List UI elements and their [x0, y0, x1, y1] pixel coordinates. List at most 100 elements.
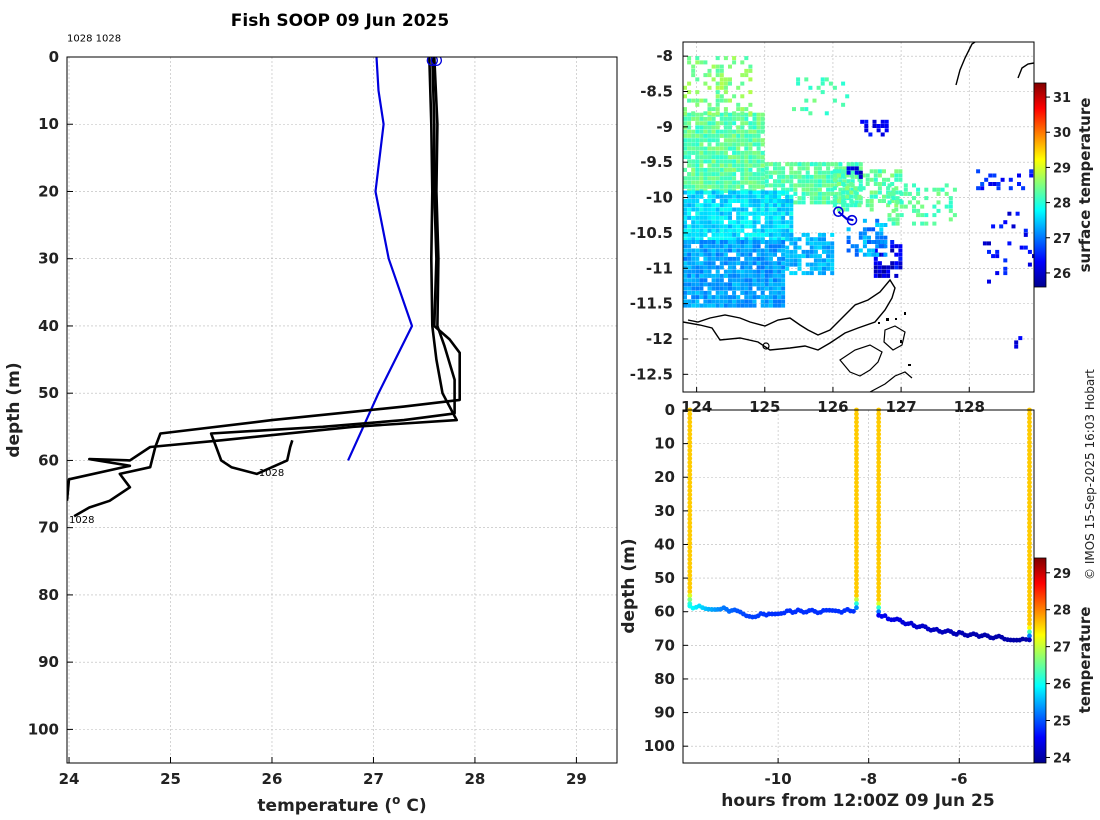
sst-cell: [756, 265, 761, 270]
sst-cell: [703, 73, 708, 78]
section-point: [876, 540, 882, 546]
sst-cell: [732, 282, 737, 287]
sst-cell: [824, 111, 829, 116]
sst-cell: [773, 203, 777, 208]
sst-cell: [891, 196, 896, 201]
sst-cell: [882, 177, 886, 182]
sst-cell: [875, 240, 880, 244]
sst-cell: [832, 177, 837, 182]
sst-cell: [687, 159, 692, 164]
sst-cell: [744, 215, 749, 220]
sst-cell: [740, 252, 745, 257]
sst-cell: [854, 248, 859, 253]
section-point: [1027, 564, 1032, 570]
sst-cell: [764, 265, 769, 270]
sst-cell: [894, 207, 899, 212]
sst-cell: [785, 211, 790, 216]
sst-cell: [785, 162, 790, 167]
sst-cell: [711, 203, 716, 208]
sst-cell: [699, 232, 704, 237]
sst-cell: [777, 240, 782, 244]
sst-cell: [744, 278, 749, 283]
section-point: [854, 560, 859, 566]
section-point: [854, 597, 859, 603]
section-point: [1027, 464, 1032, 469]
sst-cell: [723, 248, 728, 253]
sst-cell: [732, 146, 737, 151]
section-point: [854, 605, 859, 611]
section-point: [876, 419, 882, 425]
sst-cell: [984, 177, 989, 182]
sst-cell: [699, 286, 704, 291]
sst-cell: [683, 129, 687, 134]
sst-cell: [920, 204, 925, 209]
sst-cell: [748, 224, 753, 229]
sst-cell: [691, 240, 696, 244]
section-point: [854, 411, 859, 417]
section-point: [687, 568, 693, 574]
sst-cell: [687, 269, 692, 274]
sst-cell: [719, 303, 724, 308]
sst-cell: [719, 211, 724, 216]
sst-cell: [1032, 254, 1034, 259]
sst-cell: [703, 190, 708, 195]
sst-cell: [875, 235, 880, 240]
temp-colorbar-tick-label: 28: [1053, 604, 1071, 619]
sst-cell: [695, 215, 700, 220]
sst-cell: [748, 237, 753, 242]
sst-cell: [719, 265, 724, 270]
sst-cell: [723, 256, 728, 261]
section-point: [687, 585, 693, 590]
sst-cell: [805, 254, 810, 259]
sst-cell: [789, 215, 794, 220]
sst-cell: [748, 121, 753, 126]
profile-x-tick-label: 24: [59, 770, 80, 788]
sst-cell: [830, 187, 835, 192]
sst-cell: [760, 129, 765, 134]
sst-cell: [862, 235, 867, 240]
sst-cell: [695, 248, 700, 253]
sst-cell: [703, 203, 708, 208]
sst-cell: [752, 159, 757, 164]
sst-cell: [887, 213, 892, 218]
sst-cell: [687, 299, 692, 304]
section-point: [1027, 468, 1032, 473]
sst-cell: [884, 119, 889, 124]
sst-cell: [695, 98, 700, 103]
sst-cell: [760, 232, 765, 237]
sst-cell: [719, 203, 724, 208]
sst-cell: [752, 207, 757, 212]
sst-cell: [756, 116, 761, 121]
sst-cell: [813, 166, 818, 171]
sst-cell: [948, 200, 953, 205]
sst-cell: [736, 278, 741, 283]
sst-cell: [695, 240, 700, 244]
sst-cell: [875, 252, 880, 257]
sst-cell: [715, 180, 720, 185]
profile-y-tick-label: 90: [38, 653, 59, 671]
sst-cell: [801, 187, 806, 192]
profile-x-tick-label: 25: [160, 770, 181, 788]
section-point: [854, 431, 859, 437]
sst-cell: [760, 176, 765, 181]
sst-cell: [715, 282, 720, 287]
section-point: [687, 464, 693, 469]
sst-cell: [793, 170, 798, 175]
sst-cell: [740, 207, 745, 212]
sst-cell: [736, 295, 741, 300]
sst-cell: [781, 252, 786, 257]
sst-cell: [719, 77, 724, 82]
sst-cell: [740, 150, 745, 155]
sst-cell: [895, 213, 900, 218]
section-point: [876, 548, 882, 554]
section-point: [854, 504, 859, 510]
sst-cell: [728, 244, 732, 249]
sst-cell: [715, 265, 720, 270]
sst-cell: [703, 240, 708, 244]
section-point: [876, 593, 882, 598]
sst-cell: [752, 121, 757, 126]
map-x-tick-label: 128: [954, 398, 985, 416]
section-point: [1027, 532, 1032, 538]
